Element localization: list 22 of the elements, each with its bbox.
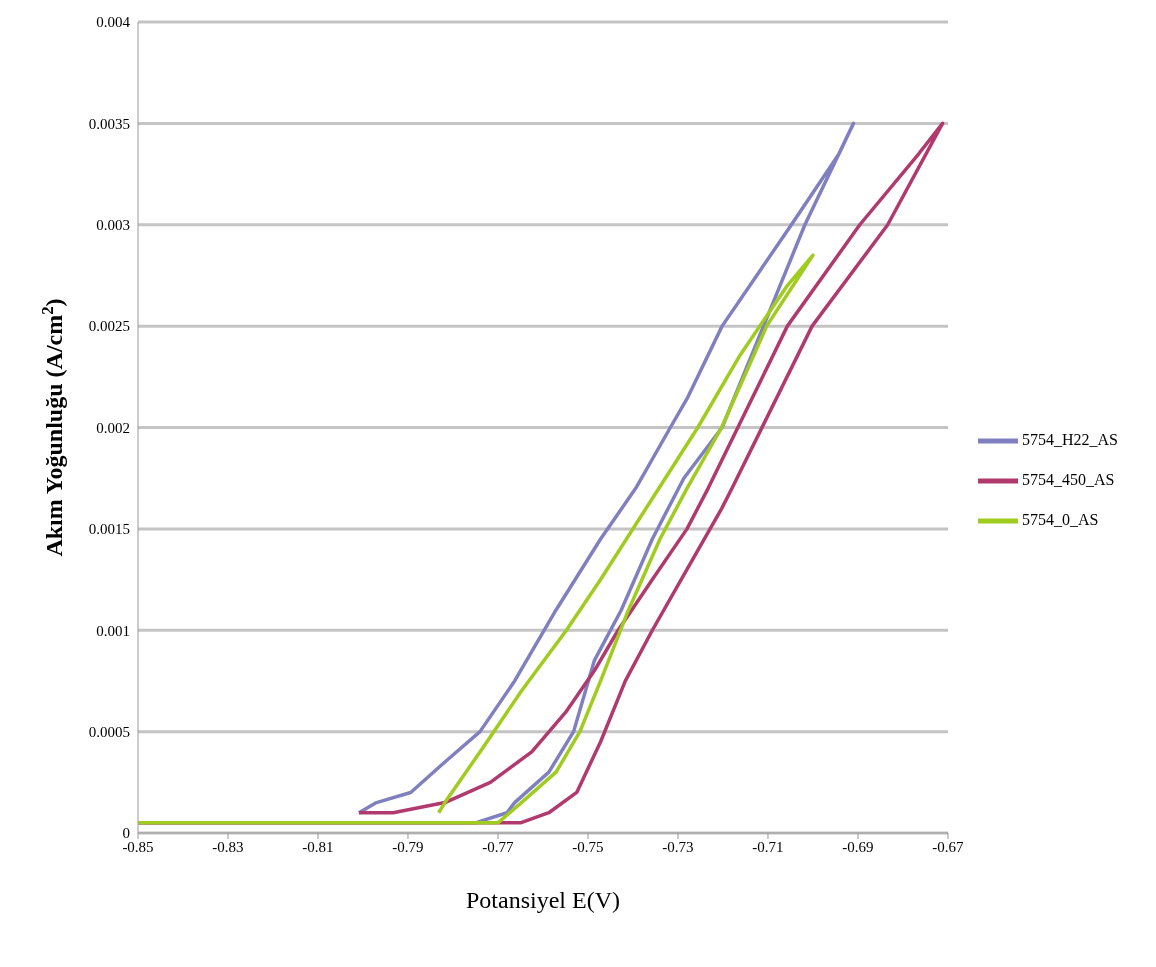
y-tick-label: 0.0015 <box>88 521 130 538</box>
y-tick-label: 0.001 <box>96 622 130 639</box>
y-tick-label: 0.0035 <box>88 115 130 132</box>
x-tick-label: -0.79 <box>392 838 424 855</box>
x-tick-label: -0.81 <box>302 838 334 855</box>
legend-label: 5754_0_AS <box>1021 510 1099 528</box>
y-tick-label: 0.003 <box>96 217 130 234</box>
x-tick-label: -0.71 <box>752 838 784 855</box>
x-tick-label: -0.75 <box>572 838 604 855</box>
y-tick-label: 0.002 <box>96 419 130 436</box>
y-tick-label: 0.004 <box>96 14 131 31</box>
x-tick-label: -0.69 <box>842 838 874 855</box>
x-tick-label: -0.83 <box>212 838 244 855</box>
y-tick-label: 0.0025 <box>88 318 130 335</box>
line-series <box>138 253 815 825</box>
legend-label: 5754_H22_AS <box>1021 430 1118 448</box>
legend-label: 5754_450_AS <box>1021 470 1115 488</box>
x-axis-title: Potansiyel E(V) <box>466 887 620 913</box>
x-tick-label: -0.77 <box>482 838 515 855</box>
y-tick-label: 0.0005 <box>88 723 130 740</box>
x-tick-label: -0.73 <box>662 838 694 855</box>
x-tick-label: -0.67 <box>932 838 965 855</box>
